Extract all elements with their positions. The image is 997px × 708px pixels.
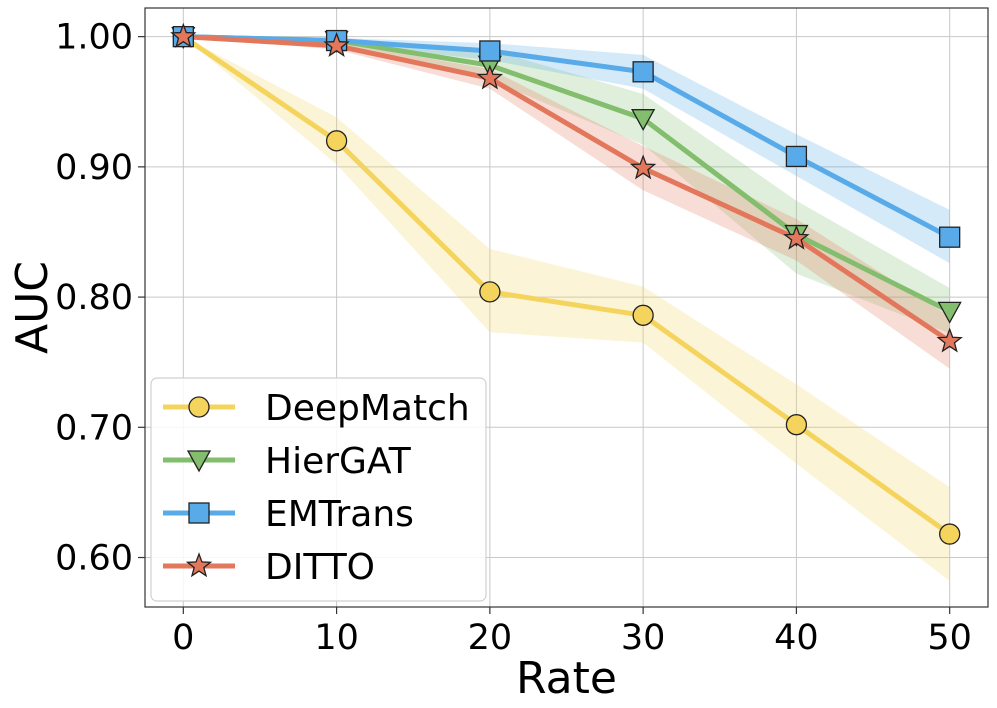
ditto-point (936, 327, 963, 353)
deepmatch-line (180, 34, 953, 537)
emtrans-line (180, 34, 953, 240)
y-axis-title: AUC (7, 261, 58, 354)
deepmatch-point (785, 414, 808, 436)
x-tick-label: 10 (314, 618, 359, 658)
y-tick-label: 1.00 (55, 18, 133, 58)
emtrans-point (785, 145, 808, 168)
emtrans-point (479, 40, 501, 62)
y-tick-label: 0.60 (55, 539, 133, 579)
x-axis-title: Rate (516, 653, 617, 704)
ditto-point (323, 31, 350, 57)
deepmatch-legend-marker (188, 396, 210, 418)
x-tick-label: 40 (774, 618, 819, 658)
ditto-legend-marker (185, 552, 213, 578)
ditto-point (629, 154, 657, 180)
hiergat-point (631, 109, 656, 132)
y-tick-label: 0.80 (55, 278, 133, 318)
deepmatch-point (632, 304, 654, 326)
series-lines (180, 34, 953, 537)
emtrans-point (632, 61, 654, 83)
y-tick-label: 0.90 (55, 148, 133, 188)
ditto-point (170, 22, 197, 48)
legend: DeepMatch HierGAT EMTrans DITTO (150, 377, 487, 602)
deepmatch-point (325, 130, 348, 152)
emtrans-legend-label: EMTrans (265, 494, 414, 535)
plot-frame (144, 7, 989, 608)
deepmatch-point (939, 523, 961, 545)
hiergat-point (937, 301, 962, 324)
ditto-line (180, 34, 953, 344)
ditto-point (476, 64, 504, 90)
y-tick-label: 0.70 (55, 408, 133, 448)
deepmatch-legend-label: DeepMatch (265, 388, 470, 429)
x-tick-label: 0 (172, 618, 194, 658)
legend-box (150, 377, 487, 602)
deepmatch-band (183, 36, 950, 581)
emtrans-point (939, 226, 961, 248)
emtrans-legend-marker (188, 502, 210, 524)
hiergat-band (183, 36, 950, 334)
ditto-point (783, 224, 810, 250)
axis-ticks: 0 10 20 30 40 50 0.60 0.70 0.80 0.90 1.00 (55, 18, 972, 658)
ditto-legend-label: DITTO (265, 547, 375, 588)
x-tick-label: 50 (927, 618, 972, 658)
x-tick-label: 30 (621, 618, 666, 658)
hiergat-legend-marker (186, 450, 212, 473)
deepmatch-point (479, 281, 501, 303)
series-markers (170, 22, 963, 545)
x-tick-label: 20 (468, 618, 513, 658)
hiergat-legend-label: HierGAT (265, 441, 412, 482)
